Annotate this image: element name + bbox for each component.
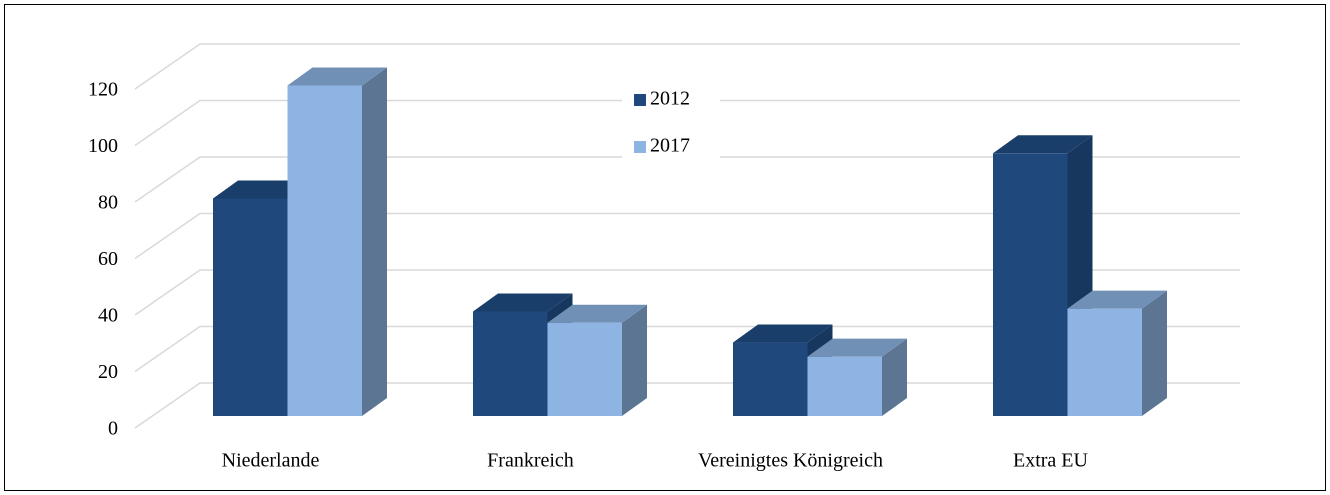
bar — [1067, 290, 1167, 416]
bar-side — [1142, 290, 1167, 416]
bar — [807, 338, 907, 416]
legend-label: 2017 — [650, 135, 690, 157]
bar — [287, 67, 387, 416]
chart-border — [4, 4, 1326, 491]
bar-front — [1067, 308, 1142, 416]
grid-line — [134, 99, 1240, 147]
bar-front — [213, 198, 288, 416]
y-tick-label: 120 — [88, 79, 118, 101]
legend-swatch — [634, 141, 646, 153]
grid-line — [134, 43, 1240, 90]
legend-label: 2012 — [650, 88, 690, 110]
grid-line — [134, 212, 1240, 260]
bar-top — [807, 338, 907, 357]
grid-line — [134, 156, 1240, 203]
grid-line — [134, 269, 1240, 316]
legend-swatch — [634, 94, 646, 106]
y-tick-label: 40 — [98, 305, 118, 327]
bar-front — [807, 356, 882, 416]
bars: Niederlande Frankreich Vereinigtes Königre… — [213, 67, 1167, 472]
bar-side — [622, 304, 647, 416]
bar-top — [993, 135, 1093, 154]
bar-top — [547, 304, 647, 323]
y-tick-label: 20 — [98, 361, 118, 383]
legend: 2012 2017 — [622, 80, 720, 166]
bar-side — [882, 338, 907, 416]
bar-side — [362, 67, 387, 416]
x-tick-label: Frankreich — [487, 450, 574, 472]
bar-front — [473, 311, 548, 416]
bar-front — [993, 153, 1068, 416]
x-tick-label: Vereinigtes Königreich — [698, 450, 883, 472]
bar-front — [733, 342, 808, 416]
x-tick-label: Extra EU — [1013, 450, 1089, 472]
bar-top — [733, 324, 833, 343]
y-tick-label: 100 — [88, 135, 118, 157]
y-tick-label: 80 — [98, 192, 118, 214]
x-tick-label: Niederlande — [222, 450, 320, 472]
grid-line — [134, 325, 1240, 373]
bar-front — [547, 322, 622, 416]
bar — [547, 304, 647, 416]
y-tick-label: 0 — [108, 418, 118, 440]
y-tick-label: 60 — [98, 248, 118, 270]
bar-top — [1067, 290, 1167, 309]
bar-top — [287, 67, 387, 86]
bar-top — [473, 293, 573, 312]
bar-front — [287, 85, 362, 416]
